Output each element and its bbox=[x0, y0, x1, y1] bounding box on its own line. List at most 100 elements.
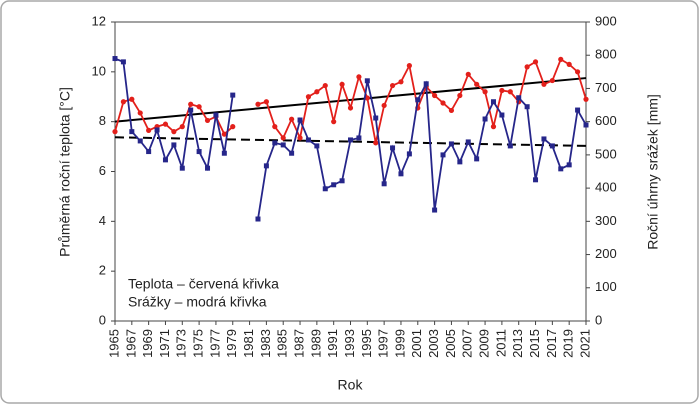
marker bbox=[532, 59, 539, 65]
marker bbox=[179, 165, 185, 171]
x-tick-label: 1983 bbox=[258, 329, 273, 358]
x-tick-label: 1987 bbox=[291, 329, 306, 358]
marker bbox=[179, 124, 185, 130]
marker bbox=[188, 107, 194, 113]
marker bbox=[558, 166, 564, 172]
x-tick-label: 1969 bbox=[140, 329, 155, 358]
marker bbox=[474, 81, 480, 87]
marker bbox=[574, 69, 581, 75]
y-tick-label: 8 bbox=[99, 113, 106, 128]
marker bbox=[516, 95, 522, 101]
marker bbox=[221, 131, 227, 137]
marker bbox=[558, 56, 564, 62]
y2-tick-label: 800 bbox=[595, 47, 617, 62]
x-tick-label: 1989 bbox=[308, 329, 323, 358]
marker bbox=[188, 101, 194, 107]
x-tick-label: 2003 bbox=[426, 329, 441, 358]
marker bbox=[289, 150, 295, 156]
x-axis-label: Rok bbox=[338, 377, 364, 393]
marker bbox=[432, 207, 438, 213]
marker bbox=[566, 162, 572, 168]
marker bbox=[347, 105, 354, 111]
marker bbox=[331, 119, 337, 125]
x-tick-label: 2015 bbox=[527, 329, 542, 358]
marker bbox=[213, 112, 219, 118]
marker bbox=[280, 135, 286, 141]
marker bbox=[524, 64, 530, 70]
y2-tick-label: 300 bbox=[595, 213, 617, 228]
marker bbox=[339, 178, 345, 184]
marker bbox=[390, 145, 396, 151]
x-tick-label: 1997 bbox=[376, 329, 391, 358]
x-tick-label: 1999 bbox=[392, 329, 407, 358]
marker bbox=[490, 99, 496, 105]
y2-tick-label: 600 bbox=[595, 113, 617, 128]
marker bbox=[289, 116, 295, 122]
x-tick-label: 1971 bbox=[157, 329, 172, 358]
trend-line bbox=[114, 77, 587, 123]
marker bbox=[280, 142, 286, 148]
marker bbox=[129, 129, 135, 135]
x-tick-label: 2009 bbox=[477, 329, 492, 358]
marker bbox=[171, 129, 177, 135]
marker bbox=[314, 89, 320, 95]
x-tick-label: 1965 bbox=[106, 329, 121, 358]
marker bbox=[221, 150, 227, 156]
marker bbox=[398, 79, 404, 85]
x-tick-label: 2005 bbox=[443, 329, 458, 358]
annotation: Srážky – modrá křivka bbox=[128, 294, 267, 310]
marker bbox=[196, 149, 202, 155]
marker bbox=[541, 81, 547, 87]
marker bbox=[432, 92, 438, 99]
x-tick-label: 1981 bbox=[241, 329, 256, 358]
marker bbox=[230, 124, 236, 130]
marker bbox=[263, 163, 269, 169]
marker bbox=[415, 97, 421, 103]
marker bbox=[230, 92, 236, 98]
marker bbox=[549, 143, 555, 149]
y2-tick-label: 100 bbox=[595, 279, 617, 294]
marker bbox=[373, 140, 379, 146]
marker bbox=[196, 104, 202, 110]
marker bbox=[583, 122, 589, 128]
marker bbox=[129, 96, 135, 102]
marker bbox=[448, 107, 455, 114]
x-tick-label: 2007 bbox=[460, 329, 475, 358]
marker bbox=[305, 94, 312, 100]
trend-line bbox=[114, 136, 587, 147]
marker bbox=[297, 117, 303, 123]
marker bbox=[389, 82, 396, 89]
marker bbox=[171, 142, 177, 148]
marker bbox=[373, 115, 379, 121]
y2-tick-label: 400 bbox=[595, 180, 617, 195]
marker bbox=[381, 102, 387, 109]
x-tick-label: 2017 bbox=[544, 329, 559, 358]
marker bbox=[474, 156, 480, 162]
marker bbox=[482, 116, 488, 122]
marker bbox=[406, 151, 412, 157]
x-tick-label: 1995 bbox=[359, 329, 374, 358]
marker bbox=[120, 59, 126, 65]
marker bbox=[305, 137, 311, 143]
marker bbox=[255, 216, 261, 222]
y2-tick-label: 900 bbox=[595, 13, 617, 28]
x-tick-label: 1991 bbox=[325, 329, 340, 358]
marker bbox=[457, 159, 463, 165]
marker bbox=[112, 129, 118, 135]
annotation: Teplota – červená křivka bbox=[128, 276, 279, 292]
marker bbox=[499, 112, 505, 118]
marker bbox=[549, 77, 555, 84]
marker bbox=[272, 124, 278, 130]
marker bbox=[272, 140, 278, 146]
x-tick-label: 1967 bbox=[123, 329, 138, 358]
marker bbox=[457, 92, 463, 99]
x-tick-label: 1977 bbox=[207, 329, 222, 358]
marker bbox=[583, 96, 589, 102]
marker bbox=[507, 89, 513, 95]
marker bbox=[465, 71, 471, 77]
x-tick-label: 2011 bbox=[493, 329, 508, 357]
marker bbox=[162, 121, 169, 127]
